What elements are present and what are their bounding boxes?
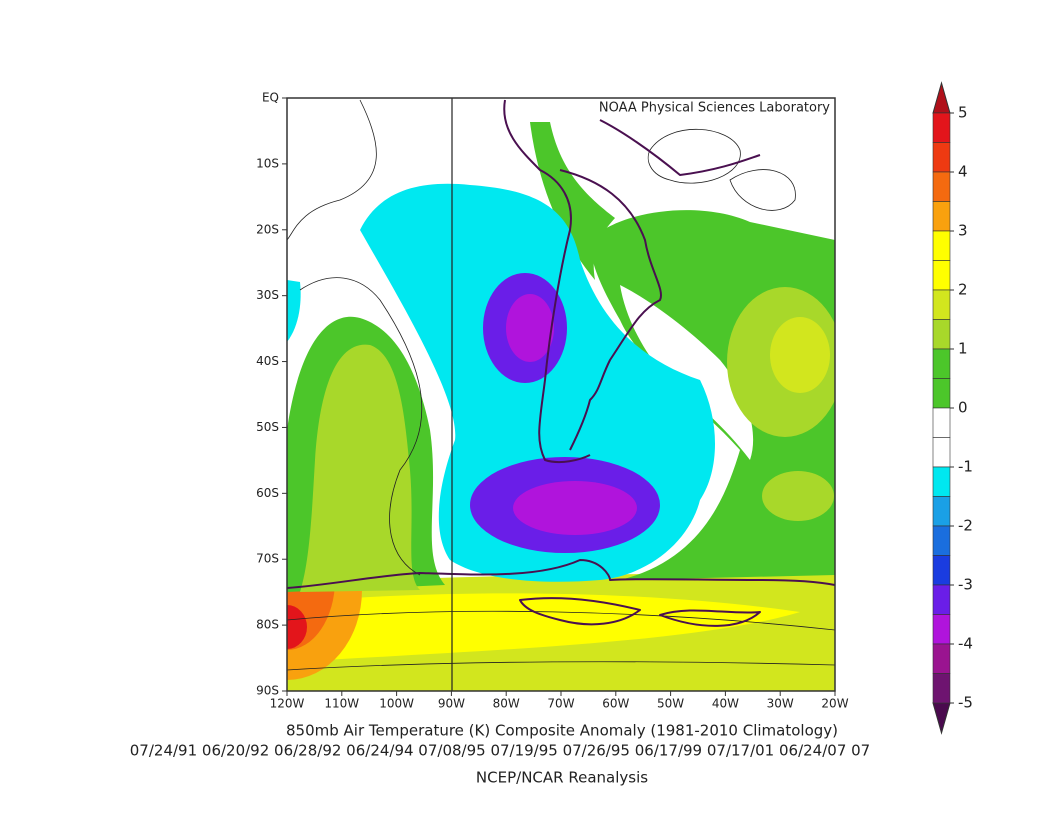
colorbar-band bbox=[932, 673, 951, 704]
lon-tick-label: 100W bbox=[379, 697, 414, 711]
lon-tick-label: 120W bbox=[270, 697, 305, 711]
lat-tick-label: 70S bbox=[256, 552, 279, 566]
colorbar-band bbox=[932, 466, 951, 497]
lat-tick-label: 40S bbox=[256, 354, 279, 368]
colorbar-band bbox=[932, 230, 951, 261]
lon-tick-label: 90W bbox=[438, 697, 465, 711]
colorbar-band bbox=[932, 142, 951, 173]
colorbar-band bbox=[932, 171, 951, 202]
shading bbox=[513, 481, 637, 535]
lon-tick-label: 110W bbox=[324, 697, 359, 711]
lat-tick-label: 10S bbox=[256, 156, 279, 170]
shading bbox=[287, 280, 301, 342]
colorbar-tick-label: 5 bbox=[958, 104, 968, 122]
contour bbox=[287, 661, 835, 671]
watermark-box bbox=[560, 99, 834, 117]
contour bbox=[287, 610, 835, 631]
colorbar-band bbox=[932, 614, 951, 645]
coastline bbox=[287, 559, 835, 627]
colorbar-band bbox=[932, 319, 951, 350]
colorbar-tick-label: -3 bbox=[958, 576, 973, 594]
watermark: NOAA Physical Sciences Laboratory bbox=[599, 101, 830, 116]
lon-tick-label: 20W bbox=[821, 697, 848, 711]
colorbar-tick-label: 4 bbox=[958, 163, 968, 181]
colorbar-band bbox=[932, 378, 951, 409]
contour bbox=[729, 169, 796, 211]
shading bbox=[287, 605, 307, 649]
composite-dates: 07/24/91 06/20/92 06/28/92 06/24/94 07/0… bbox=[130, 742, 870, 760]
lon-tick-label: 80W bbox=[493, 697, 520, 711]
colorbar-band bbox=[932, 260, 951, 291]
lat-tick-label: 90S bbox=[256, 684, 279, 698]
shading bbox=[530, 122, 615, 280]
colorbar-band bbox=[932, 584, 951, 615]
contour bbox=[287, 99, 377, 241]
colorbar-band bbox=[932, 201, 951, 232]
colorbar-band bbox=[932, 348, 951, 379]
lon-tick-label: 50W bbox=[657, 697, 684, 711]
shading bbox=[762, 471, 834, 521]
colorbar-band bbox=[932, 437, 951, 468]
colorbar-tick-label: 0 bbox=[958, 399, 968, 417]
map-title: 850mb Air Temperature (K) Composite Anom… bbox=[286, 722, 838, 740]
contour bbox=[647, 128, 741, 184]
lat-tick-label: 30S bbox=[256, 288, 279, 302]
colorbar-band bbox=[932, 525, 951, 556]
colorbar-band bbox=[932, 407, 951, 438]
lat-tick-label: 50S bbox=[256, 420, 279, 434]
coastline bbox=[503, 99, 761, 464]
colorbar-under bbox=[932, 702, 951, 735]
colorbar-tick-label: 1 bbox=[958, 340, 968, 358]
lon-tick-label: 70W bbox=[547, 697, 574, 711]
lon-tick-label: 40W bbox=[712, 697, 739, 711]
colorbar-tick-label: -4 bbox=[958, 635, 973, 653]
lat-tick-label: 80S bbox=[256, 618, 279, 632]
lon-tick-label: 60W bbox=[602, 697, 629, 711]
colorbar-over bbox=[932, 81, 951, 114]
lat-tick-label: EQ bbox=[262, 91, 279, 105]
colorbar-tick-label: -5 bbox=[958, 694, 973, 712]
colorbar-tick-label: -1 bbox=[958, 458, 973, 476]
colorbar-band bbox=[932, 112, 951, 143]
colorbar-band bbox=[932, 496, 951, 527]
shading bbox=[506, 294, 554, 362]
shading bbox=[287, 593, 800, 662]
lon-tick-label: 30W bbox=[767, 697, 794, 711]
data-source: NCEP/NCAR Reanalysis bbox=[476, 769, 648, 787]
contour bbox=[299, 277, 423, 576]
colorbar-tick-label: -2 bbox=[958, 517, 973, 535]
shading bbox=[770, 317, 830, 393]
map-field bbox=[287, 98, 835, 691]
colorbar-tick-label: 3 bbox=[958, 222, 968, 240]
colorbar-tick-label: 2 bbox=[958, 281, 968, 299]
colorbar-band bbox=[932, 643, 951, 674]
lat-tick-label: 20S bbox=[256, 222, 279, 236]
colorbar-band bbox=[932, 555, 951, 586]
colorbar-band bbox=[932, 289, 951, 320]
shading bbox=[620, 285, 754, 460]
lat-tick-label: 60S bbox=[256, 486, 279, 500]
